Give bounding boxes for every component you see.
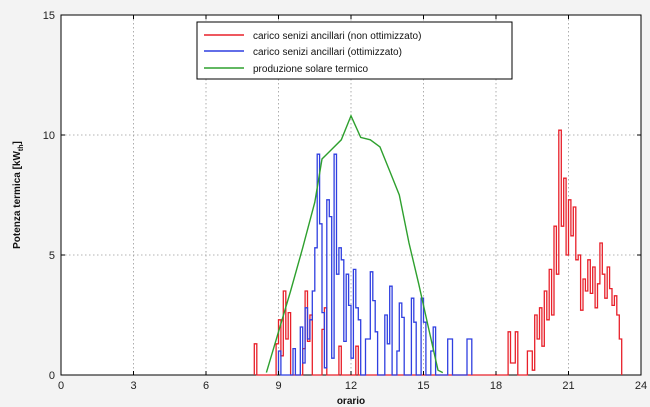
x-tick-label: 6 — [203, 380, 209, 392]
x-tick-label: 21 — [562, 380, 574, 392]
legend: carico senizi ancillari (non ottimizzato… — [196, 21, 513, 80]
x-tick-label: 24 — [635, 380, 647, 392]
legend-box — [196, 21, 513, 80]
y-tick-label: 10 — [43, 130, 55, 142]
x-tick-label: 15 — [417, 380, 429, 392]
y-axis-label-close: ] — [12, 141, 23, 144]
y-tick-label: 5 — [49, 250, 55, 262]
series-layer — [253, 114, 623, 376]
x-tick-label: 12 — [345, 380, 357, 392]
legend-label-solare: produzione solare termico — [253, 64, 368, 75]
y-tick-label: 0 — [49, 370, 55, 382]
ticks: 0 3 6 9 12 15 18 21 24 0 5 10 15 — [43, 10, 647, 392]
series-line-solare — [265, 114, 444, 374]
x-tick-label: 18 — [490, 380, 502, 392]
x-axis-label: orario — [337, 396, 365, 407]
y-axis-label: Potenza termica [kWth] — [12, 141, 25, 249]
y-tick-label: 15 — [43, 10, 55, 22]
series-line-non-ottimizzato — [253, 129, 623, 376]
y-axis-label-main: Potenza termica [kW — [12, 151, 23, 249]
legend-label-non-ottimizzato: carico senizi ancillari (non ottimizzato… — [253, 31, 421, 42]
x-tick-label: 9 — [275, 380, 281, 392]
x-tick-label: 0 — [58, 380, 64, 392]
legend-label-ottimizzato: carico senizi ancillari (ottimizzato) — [253, 47, 402, 58]
x-tick-label: 3 — [130, 380, 136, 392]
series-line-ottimizzato — [277, 153, 473, 376]
y-axis-label-sub: th — [18, 144, 25, 151]
